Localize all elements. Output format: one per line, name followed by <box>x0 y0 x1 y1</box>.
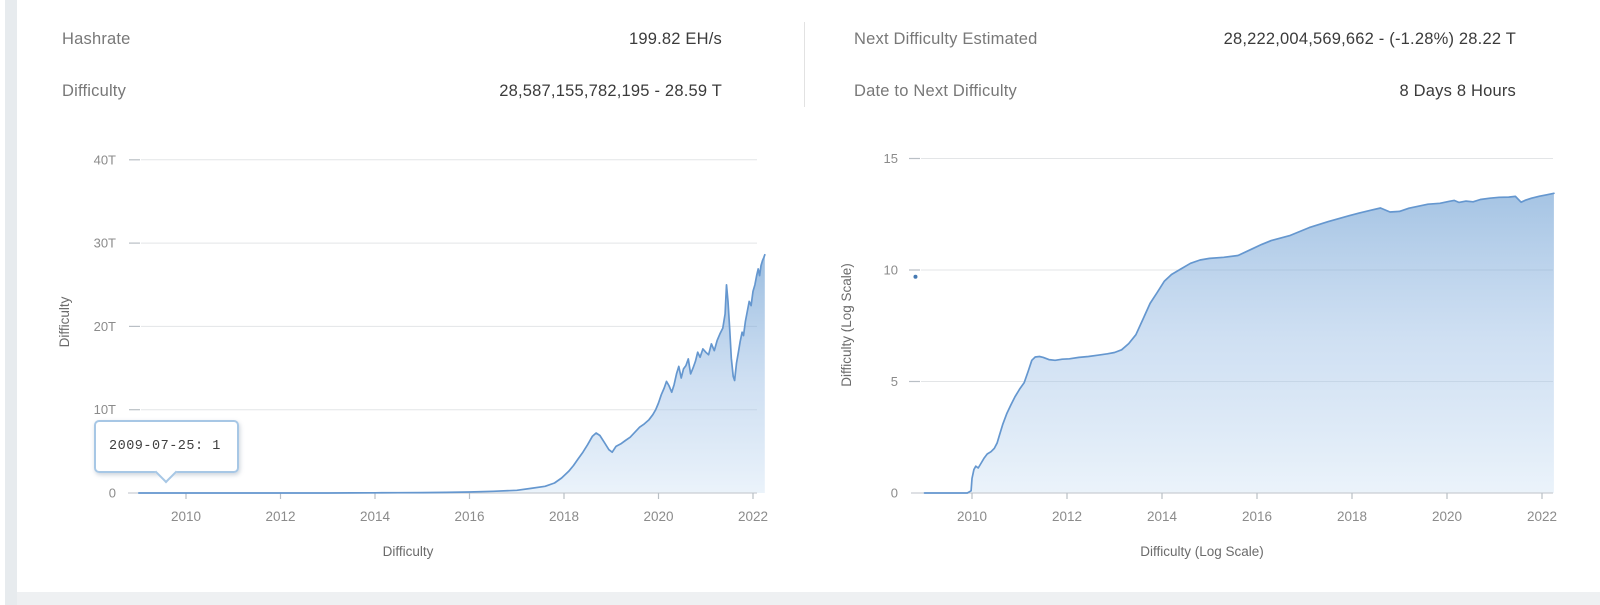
x-tick-label: 2010 <box>957 509 987 524</box>
x-axis-title: Difficulty <box>383 544 434 559</box>
x-tick-label: 2018 <box>1337 509 1367 524</box>
y-tick-label: 10T <box>94 402 116 417</box>
difficulty-label: Difficulty <box>62 81 127 100</box>
x-axis-title: Difficulty (Log Scale) <box>1140 544 1264 559</box>
y-tick-label: 30T <box>94 236 116 251</box>
chart-difficulty-log-scale[interactable]: 0 5 10 15 2010 2012 2014 2016 2018 2020 2022 Diffic… <box>839 151 1557 559</box>
x-tick-label: 2012 <box>1052 509 1082 524</box>
next-difficulty-row: Next Difficulty Estimated 28,222,004,569… <box>854 27 1516 51</box>
y-tick-label: 40T <box>94 152 116 167</box>
y-tick-label: 10 <box>884 263 898 278</box>
chart-tooltip: 2009-07-25: 1 <box>94 420 239 484</box>
series-area <box>138 254 765 493</box>
tooltip-text: 2009-07-25: 1 <box>109 439 221 454</box>
left-edge-strip <box>5 0 17 605</box>
x-tick-label: 2010 <box>171 509 201 524</box>
series-line <box>923 192 1555 494</box>
x-tick-label: 2016 <box>454 509 484 524</box>
x-tick-label: 2022 <box>1527 509 1557 524</box>
date-next-difficulty-label: Date to Next Difficulty <box>854 81 1017 100</box>
next-difficulty-label: Next Difficulty Estimated <box>854 29 1038 48</box>
y-tick-label: 15 <box>884 151 898 166</box>
y-tick-label: 0 <box>891 486 898 501</box>
y-axis-title: Difficulty <box>57 296 72 347</box>
data-point-marker <box>913 274 918 279</box>
x-tick-label: 2016 <box>1242 509 1272 524</box>
header-divider <box>804 22 805 107</box>
y-axis-title: Difficulty (Log Scale) <box>839 263 854 387</box>
x-tick-label: 2018 <box>549 509 579 524</box>
hashrate-label: Hashrate <box>62 29 131 48</box>
difficulty-row: Difficulty 28,587,155,782,195 - 28.59 T <box>62 79 722 103</box>
x-tick-label: 2012 <box>265 509 295 524</box>
date-next-difficulty-row: Date to Next Difficulty 8 Days 8 Hours <box>854 79 1516 103</box>
difficulty-value: 28,587,155,782,195 - 28.59 T <box>499 81 722 100</box>
hashrate-row: Hashrate 199.82 EH/s <box>62 27 722 51</box>
x-tick-label: 2020 <box>1432 509 1462 524</box>
x-tick-label: 2022 <box>738 509 768 524</box>
chart-difficulty-linear[interactable]: 0 10T 20T 30T 40T 2010 2012 2014 2016 2018 2020 202… <box>57 152 768 559</box>
y-tick-label: 20T <box>94 319 116 334</box>
next-difficulty-value: 28,222,004,569,662 - (-1.28%) 28.22 T <box>1223 29 1516 48</box>
x-tick-label: 2014 <box>360 509 391 524</box>
hashrate-value: 199.82 EH/s <box>628 29 722 48</box>
bottom-edge-strip <box>17 592 1600 605</box>
series-line <box>137 253 766 494</box>
series-area <box>924 193 1554 494</box>
date-next-difficulty-value: 8 Days 8 Hours <box>1399 81 1516 100</box>
y-tick-label: 0 <box>109 486 116 501</box>
y-tick-label: 5 <box>891 374 898 389</box>
x-tick-label: 2020 <box>643 509 673 524</box>
x-tick-label: 2014 <box>1147 509 1178 524</box>
